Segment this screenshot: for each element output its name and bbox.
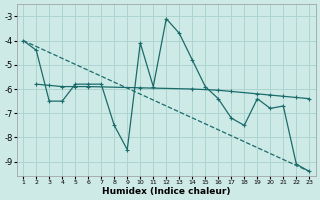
X-axis label: Humidex (Indice chaleur): Humidex (Indice chaleur) <box>102 187 230 196</box>
